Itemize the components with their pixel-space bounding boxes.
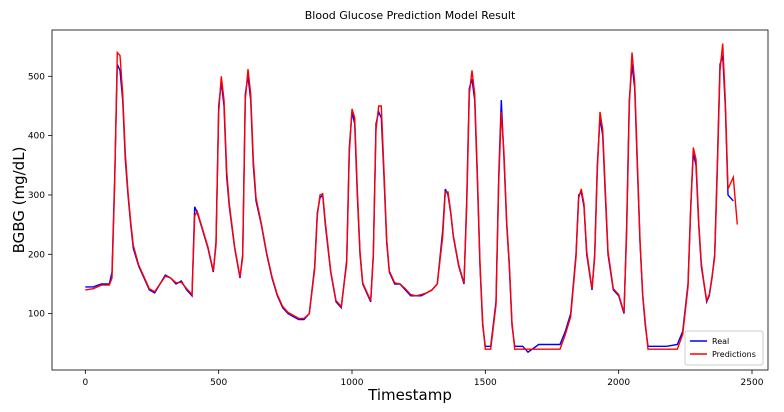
plot-frame	[51, 29, 769, 371]
x-tick-label: 1000	[341, 378, 364, 388]
y-tick-label: 500	[28, 72, 45, 82]
y-axis-label: BGBG (mg/dL)	[10, 147, 28, 254]
x-tick-label: 500	[210, 378, 227, 388]
x-axis-label: Timestamp	[367, 386, 452, 404]
y-tick-label: 300	[28, 191, 45, 201]
legend-box	[684, 330, 764, 366]
x-tick-label: 0	[82, 378, 88, 388]
y-tick-label: 100	[28, 310, 45, 320]
legend: Real Predictions	[684, 330, 764, 366]
x-tick-label: 2500	[741, 378, 764, 388]
legend-label: Predictions	[712, 350, 756, 359]
x-tick-label: 2000	[607, 378, 630, 388]
legend-label: Real	[712, 337, 729, 346]
y-tick-label: 400	[28, 132, 45, 142]
series-line	[85, 43, 738, 350]
chart-title: Blood Glucose Prediction Model Result	[305, 9, 516, 22]
series-line	[85, 55, 734, 354]
x-tick-label: 1500	[474, 378, 497, 388]
y-tick-label: 200	[28, 250, 45, 260]
